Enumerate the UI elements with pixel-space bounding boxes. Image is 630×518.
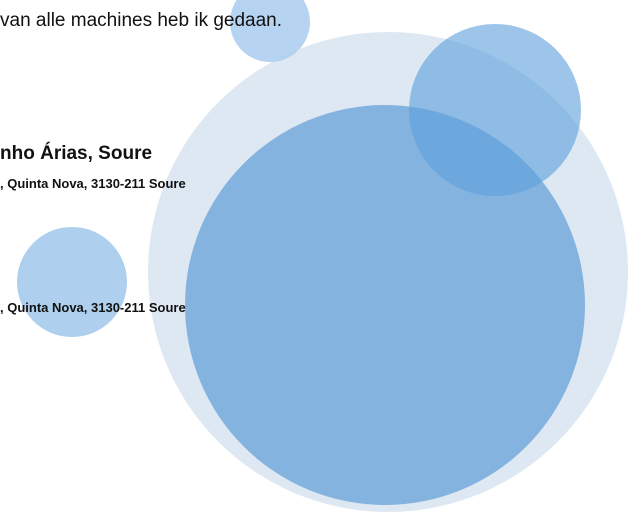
left-small-circle (17, 227, 127, 337)
heading: nho Árias, Soure (0, 143, 152, 165)
watercolor-circles (0, 0, 630, 518)
intro-line: van alle machines heb ik gedaan. (0, 10, 282, 32)
page: van alle machines heb ik gedaan. nho Ári… (0, 0, 630, 518)
top-right-circle (409, 24, 581, 196)
address: , Quinta Nova, 3130-211 Soure (0, 300, 186, 315)
address: , Quinta Nova, 3130-211 Soure (0, 176, 186, 191)
